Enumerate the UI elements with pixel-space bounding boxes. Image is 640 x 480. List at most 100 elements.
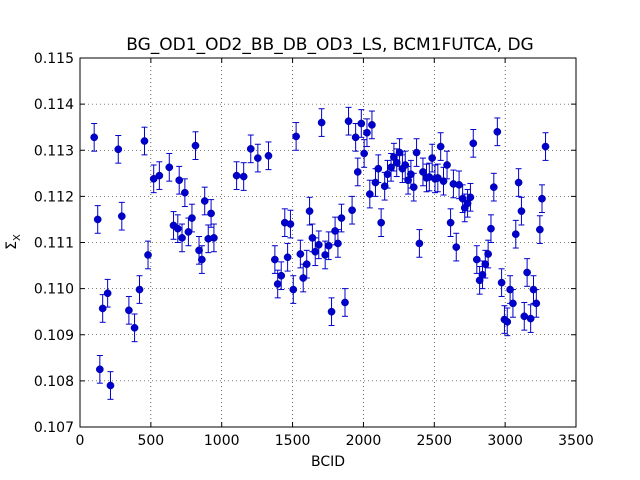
point-marker <box>365 190 374 198</box>
data-point <box>277 261 286 291</box>
data-point <box>538 184 546 214</box>
point-marker <box>321 251 330 259</box>
data-point <box>436 132 445 161</box>
data-point <box>191 131 200 160</box>
plot-frame <box>79 57 577 428</box>
data-point <box>314 230 323 260</box>
point-marker <box>239 172 248 181</box>
data-point <box>130 313 139 343</box>
point-marker <box>106 381 115 390</box>
data-point <box>327 297 336 327</box>
point-marker <box>374 164 383 173</box>
data-point <box>292 122 300 151</box>
y-axis-label-symbol: Σ <box>4 241 20 250</box>
x-tick-label: 3500 <box>558 433 594 449</box>
point-marker <box>311 247 320 256</box>
point-marker <box>93 215 102 224</box>
point-marker <box>344 117 353 126</box>
point-marker <box>314 240 323 249</box>
point-marker <box>178 234 186 242</box>
point-marker <box>289 285 298 294</box>
point-marker <box>292 132 300 141</box>
point-marker <box>484 250 492 258</box>
y-tick-label: 0.114 <box>34 97 74 113</box>
point-marker <box>286 220 295 228</box>
x-tick-label: 1500 <box>275 433 311 449</box>
data-point <box>90 122 99 152</box>
data-point <box>181 178 189 208</box>
chart-title: BG_OD1_OD2_BB_DB_OD3_LS, BCM1FUTCA, DG <box>126 35 533 55</box>
data-point <box>296 239 305 269</box>
data-point <box>165 152 174 182</box>
point-marker <box>509 299 517 308</box>
data-point <box>155 161 164 190</box>
data-point <box>103 278 112 308</box>
data-points <box>90 106 550 400</box>
data-point <box>188 203 196 233</box>
data-point <box>239 162 248 191</box>
data-point <box>475 265 484 295</box>
point-marker <box>277 271 286 280</box>
data-point <box>271 245 279 274</box>
x-tick-labels: 0 500 1000 1500 2000 2500 3000 3500 <box>76 433 594 449</box>
point-marker <box>341 298 349 307</box>
point-marker <box>407 170 415 179</box>
data-point <box>517 196 526 226</box>
data-point <box>509 289 517 318</box>
point-marker <box>114 145 123 154</box>
point-marker <box>428 154 437 162</box>
point-marker <box>324 241 333 250</box>
point-marker <box>165 163 174 172</box>
point-marker <box>517 207 526 215</box>
data-point <box>511 219 520 249</box>
point-marker <box>503 317 512 326</box>
point-marker <box>195 246 203 255</box>
point-marker <box>95 365 104 374</box>
point-marker <box>415 239 424 248</box>
x-tick-label: 1000 <box>204 433 240 449</box>
data-point <box>144 240 152 270</box>
point-marker <box>348 206 356 215</box>
data-point <box>449 169 458 199</box>
point-marker <box>523 268 531 277</box>
data-point <box>283 242 292 272</box>
data-point <box>428 143 437 173</box>
data-point <box>466 182 475 212</box>
data-point <box>200 186 209 216</box>
point-marker <box>532 299 541 308</box>
y-tick-label: 0.115 <box>34 51 74 67</box>
data-point <box>541 132 550 161</box>
data-point <box>383 159 392 189</box>
data-point <box>264 141 273 171</box>
data-point <box>377 208 385 238</box>
data-point <box>469 128 478 158</box>
point-marker <box>487 224 495 233</box>
data-point <box>365 179 374 209</box>
data-point <box>360 139 368 168</box>
point-marker <box>377 218 385 227</box>
point-marker <box>125 306 133 315</box>
point-marker <box>188 214 196 222</box>
data-point <box>232 161 241 190</box>
point-marker <box>436 142 445 151</box>
data-point <box>135 275 144 304</box>
point-marker <box>469 139 478 148</box>
point-marker <box>302 260 311 269</box>
point-marker <box>175 176 184 185</box>
data-point <box>374 154 383 184</box>
point-marker <box>305 207 314 215</box>
point-marker <box>363 128 371 137</box>
data-point <box>446 208 455 238</box>
data-point <box>419 157 427 187</box>
point-marker <box>351 133 360 142</box>
data-point <box>472 245 481 274</box>
y-axis-label-subscript: X <box>12 234 23 241</box>
data-point <box>503 307 512 337</box>
point-marker <box>353 168 362 176</box>
data-point <box>390 142 398 172</box>
point-marker <box>207 209 215 218</box>
point-marker <box>317 118 326 127</box>
data-point <box>334 229 342 258</box>
data-point <box>117 201 126 231</box>
